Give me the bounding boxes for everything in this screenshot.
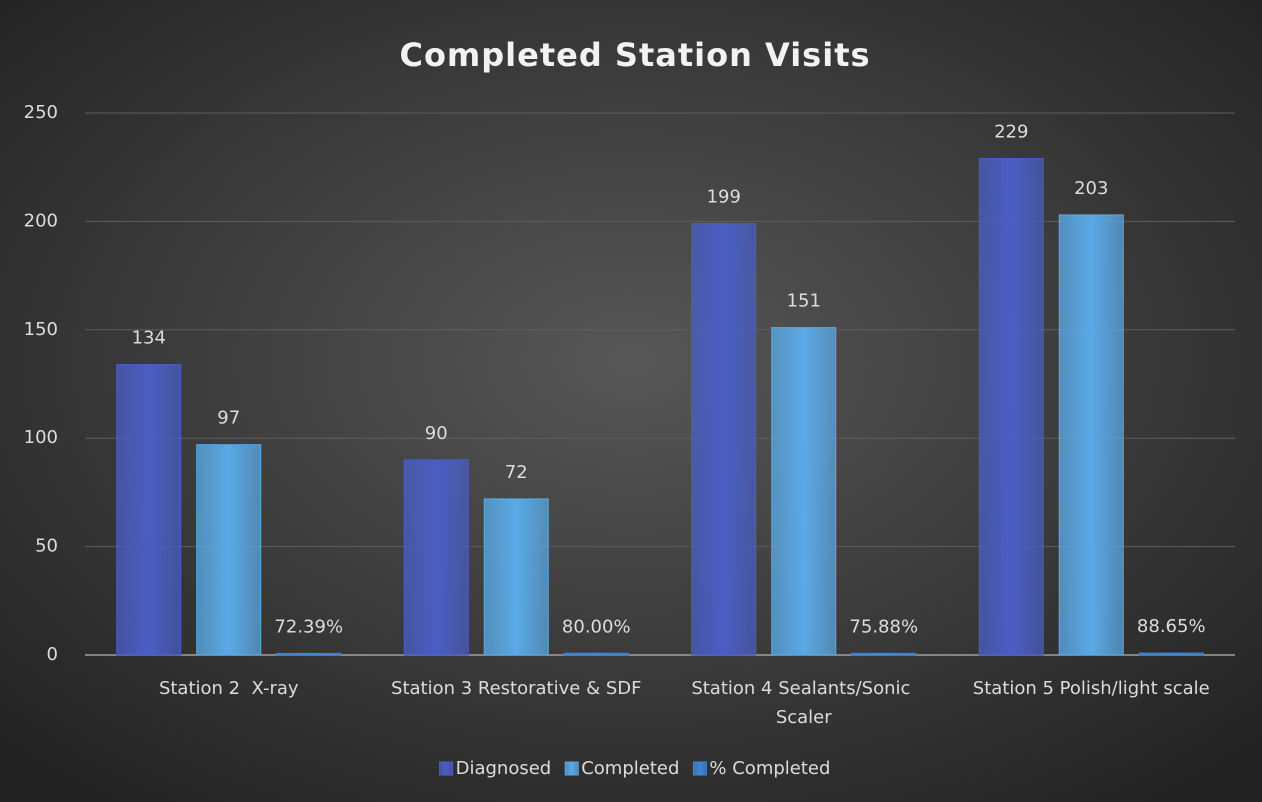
data-label: 203	[1074, 178, 1108, 199]
data-label: 229	[994, 122, 1028, 143]
data-label: 88.65%	[1137, 616, 1206, 637]
legend-item: % Completed	[692, 758, 830, 779]
bar	[196, 444, 262, 656]
bar	[563, 652, 629, 656]
x-tick-label: Station 4 Sealants/Sonic Scaler	[691, 678, 916, 728]
y-tick-label: 0	[47, 644, 58, 665]
bar	[1138, 652, 1204, 656]
legend-swatch	[564, 761, 579, 776]
bar	[276, 652, 342, 656]
data-label: 199	[707, 187, 741, 208]
chart-title: Completed Station Visits	[399, 36, 870, 74]
y-tick-label: 150	[24, 319, 58, 340]
x-tick-label-line: Scaler	[776, 707, 832, 728]
bar	[483, 498, 549, 656]
legend-swatch	[439, 761, 454, 776]
legend-swatch	[692, 761, 707, 776]
data-label: 80.00%	[562, 616, 631, 637]
x-tick-label: Station 5 Polish/light scale	[973, 678, 1210, 699]
bar	[771, 327, 837, 656]
y-tick-label: 50	[35, 536, 58, 557]
bar	[116, 363, 182, 656]
legend-label: Completed	[581, 758, 679, 779]
legend-item: Diagnosed	[439, 758, 552, 779]
bar	[1058, 214, 1124, 656]
bar	[691, 223, 757, 656]
bar	[978, 158, 1044, 656]
x-tick-label-line: Station 4 Sealants/Sonic	[691, 678, 916, 699]
legend-item: Completed	[564, 758, 679, 779]
y-tick-label: 100	[24, 427, 58, 448]
data-label: 151	[787, 291, 821, 312]
bar	[851, 652, 917, 656]
data-label: 97	[217, 408, 240, 429]
legend-label: Diagnosed	[456, 758, 552, 779]
data-label: 134	[132, 327, 166, 348]
y-tick-label: 200	[24, 210, 58, 231]
x-tick-label: Station 2 X-ray	[159, 678, 299, 699]
legend-label: % Completed	[709, 758, 830, 779]
data-label: 75.88%	[849, 616, 918, 637]
y-tick-label: 250	[24, 102, 58, 123]
bar	[403, 459, 469, 656]
x-tick-label: Station 3 Restorative & SDF	[391, 678, 641, 699]
data-label: 90	[425, 423, 448, 444]
data-label: 72	[505, 462, 528, 483]
data-label: 72.39%	[274, 616, 343, 637]
